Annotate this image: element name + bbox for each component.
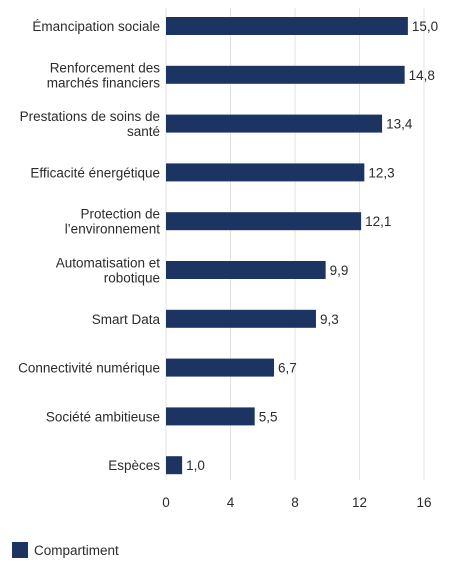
bar bbox=[166, 407, 255, 426]
bar bbox=[166, 17, 408, 35]
category-label: Émancipation sociale bbox=[32, 19, 160, 34]
category-label-line: Prestations de soins de bbox=[20, 109, 160, 124]
value-label: 1,0 bbox=[186, 458, 205, 473]
grid-lines bbox=[165, 8, 425, 480]
category-labels: Émancipation sociale Renforcement des marc… bbox=[18, 19, 160, 473]
x-tick-label: 12 bbox=[352, 495, 367, 510]
bar bbox=[166, 309, 316, 328]
value-label: 6,7 bbox=[278, 361, 297, 376]
category-label-line: Espèces bbox=[108, 458, 160, 473]
category-label-line: Protection de bbox=[80, 207, 160, 222]
category-label-line: santé bbox=[127, 124, 160, 139]
category-label: Protection de l’environnement bbox=[65, 207, 161, 237]
category-label: Efficacité énergétique bbox=[30, 165, 160, 180]
category-label-line: Automatisation et bbox=[56, 256, 161, 271]
category-label: Connectivité numérique bbox=[18, 361, 160, 376]
bar bbox=[166, 212, 362, 231]
legend-label: Compartiment bbox=[34, 542, 119, 558]
category-label: Société ambitieuse bbox=[46, 409, 160, 424]
category-label-line: Émancipation sociale bbox=[32, 19, 160, 34]
legend: Compartiment bbox=[12, 542, 119, 558]
bar bbox=[166, 65, 405, 84]
value-label: 15,0 bbox=[412, 19, 438, 34]
bar bbox=[166, 163, 365, 182]
value-label: 5,5 bbox=[259, 409, 278, 424]
bar bbox=[166, 261, 326, 279]
bar bbox=[166, 114, 383, 133]
value-label: 12,1 bbox=[365, 214, 391, 229]
category-label-line: Connectivité numérique bbox=[18, 361, 160, 376]
category-label: Automatisation et robotique bbox=[56, 256, 161, 286]
x-tick-label: 16 bbox=[416, 495, 431, 510]
x-tick-label: 0 bbox=[162, 495, 170, 510]
category-label-line: Société ambitieuse bbox=[46, 409, 160, 424]
category-label-line: Renforcement des bbox=[50, 60, 161, 75]
category-label-line: Smart Data bbox=[92, 312, 161, 327]
category-label: Renforcement des marchés financiers bbox=[47, 60, 161, 90]
category-label: Smart Data bbox=[92, 312, 161, 327]
bar-chart: Émancipation sociale Renforcement des marc… bbox=[18, 8, 438, 510]
bar bbox=[166, 456, 183, 475]
x-axis-tick-labels: 0 4 8 12 16 bbox=[162, 495, 431, 510]
bar bbox=[166, 358, 275, 377]
category-label: Prestations de soins de santé bbox=[20, 109, 160, 139]
category-label-line: Efficacité énergétique bbox=[30, 165, 160, 180]
bars-group bbox=[166, 17, 408, 475]
legend-swatch bbox=[12, 542, 28, 558]
value-label: 14,8 bbox=[409, 68, 435, 83]
value-label: 13,4 bbox=[386, 117, 413, 132]
category-label-line: marchés financiers bbox=[47, 75, 161, 90]
value-label: 9,9 bbox=[330, 263, 349, 278]
x-tick-label: 4 bbox=[227, 495, 235, 510]
category-label-line: robotique bbox=[104, 271, 160, 286]
value-labels: 15,0 14,8 13,4 12,3 12,1 9,9 9,3 6,7 5,5 1,0 bbox=[186, 19, 438, 473]
value-label: 12,3 bbox=[368, 165, 394, 180]
category-label: Espèces bbox=[108, 458, 160, 473]
x-tick-label: 8 bbox=[291, 495, 299, 510]
category-label-line: l’environnement bbox=[65, 222, 161, 237]
value-label: 9,3 bbox=[320, 312, 339, 327]
